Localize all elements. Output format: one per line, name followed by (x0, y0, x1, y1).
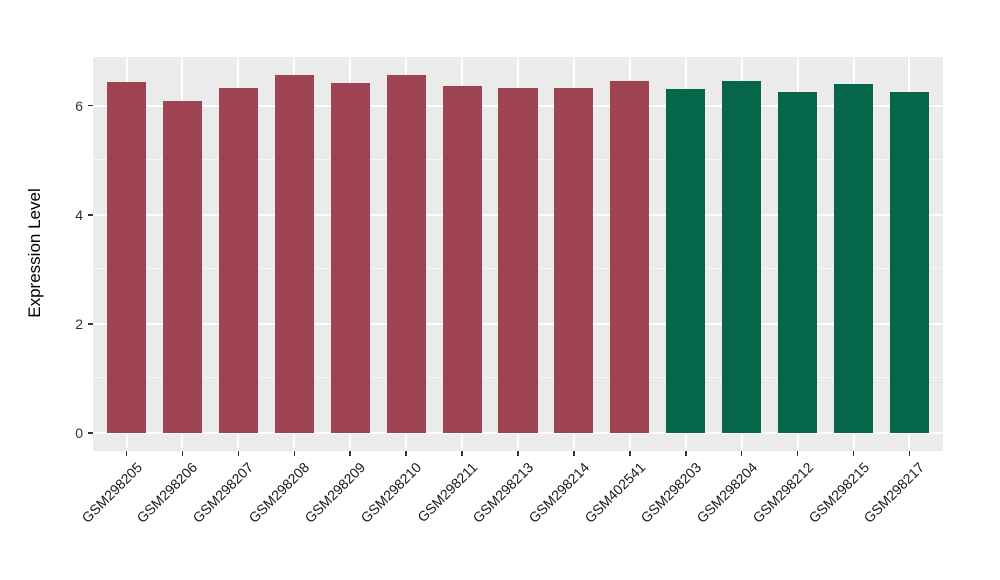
bar-GSM298206 (162, 101, 203, 433)
bar-GSM298217 (889, 92, 930, 433)
bar-GSM298215 (833, 84, 874, 433)
y-axis-title: Expression Level (25, 188, 44, 318)
bar-GSM298205 (106, 82, 147, 433)
y-tick-mark-6 (88, 104, 93, 107)
x-tick-label: GSM298213 (469, 459, 537, 526)
x-tick-mark-GSM298211 (461, 451, 463, 456)
y-tick-label: 6 (75, 97, 83, 114)
bar-GSM298211 (442, 85, 482, 433)
x-tick-label: GSM298214 (525, 459, 593, 526)
x-tick-label: GSM298207 (189, 459, 257, 526)
x-tick-label: GSM298206 (133, 459, 201, 526)
bar-GSM298209 (330, 83, 370, 433)
x-tick-mark-GSM298212 (796, 451, 799, 456)
x-tick-mark-GSM298217 (908, 451, 911, 456)
x-tick-label: GSM298209 (301, 459, 369, 526)
x-tick-label: GSM298204 (693, 459, 760, 526)
bar-GSM298212 (778, 91, 818, 433)
y-tick-label: 4 (75, 206, 83, 223)
x-tick-mark-GSM298207 (237, 451, 240, 456)
x-tick-label: GSM298203 (637, 459, 705, 526)
x-tick-label: GSM298211 (414, 459, 481, 526)
x-tick-mark-GSM402541 (629, 451, 631, 456)
y-tick-mark-0 (88, 432, 93, 434)
y-tick-mark-2 (88, 323, 93, 325)
x-tick-label: GSM298217 (860, 459, 928, 526)
bar-GSM298213 (498, 87, 538, 433)
bar-GSM298210 (386, 74, 426, 433)
x-tick-mark-GSM298213 (517, 451, 519, 456)
x-tick-mark-GSM298203 (685, 451, 687, 456)
x-tick-label: GSM298212 (749, 459, 816, 526)
x-tick-label: GSM298208 (245, 459, 313, 526)
x-tick-label: GSM298215 (804, 459, 872, 526)
x-tick-label: GSM298205 (77, 459, 145, 526)
x-tick-mark-GSM298210 (405, 451, 407, 456)
x-tick-mark-GSM298205 (125, 451, 128, 456)
x-tick-label: GSM298210 (357, 459, 425, 526)
x-tick-label: GSM402541 (581, 459, 649, 526)
x-tick-mark-GSM298206 (181, 451, 184, 456)
x-tick-mark-GSM298215 (852, 451, 855, 456)
plot-panel (93, 57, 943, 451)
bar-GSM298204 (722, 81, 762, 433)
bar-GSM298203 (666, 89, 706, 433)
bar-GSM298214 (554, 88, 594, 433)
bar-GSM298208 (274, 75, 314, 433)
x-tick-mark-GSM298209 (349, 451, 351, 456)
y-tick-label: 0 (75, 425, 83, 441)
x-tick-mark-GSM298208 (293, 451, 296, 456)
x-tick-mark-GSM298204 (740, 451, 743, 456)
bar-GSM402541 (610, 81, 650, 433)
bar-GSM298207 (218, 88, 258, 433)
x-tick-mark-GSM298214 (573, 451, 575, 456)
y-tick-mark-4 (88, 214, 93, 216)
y-tick-label: 2 (75, 315, 83, 332)
